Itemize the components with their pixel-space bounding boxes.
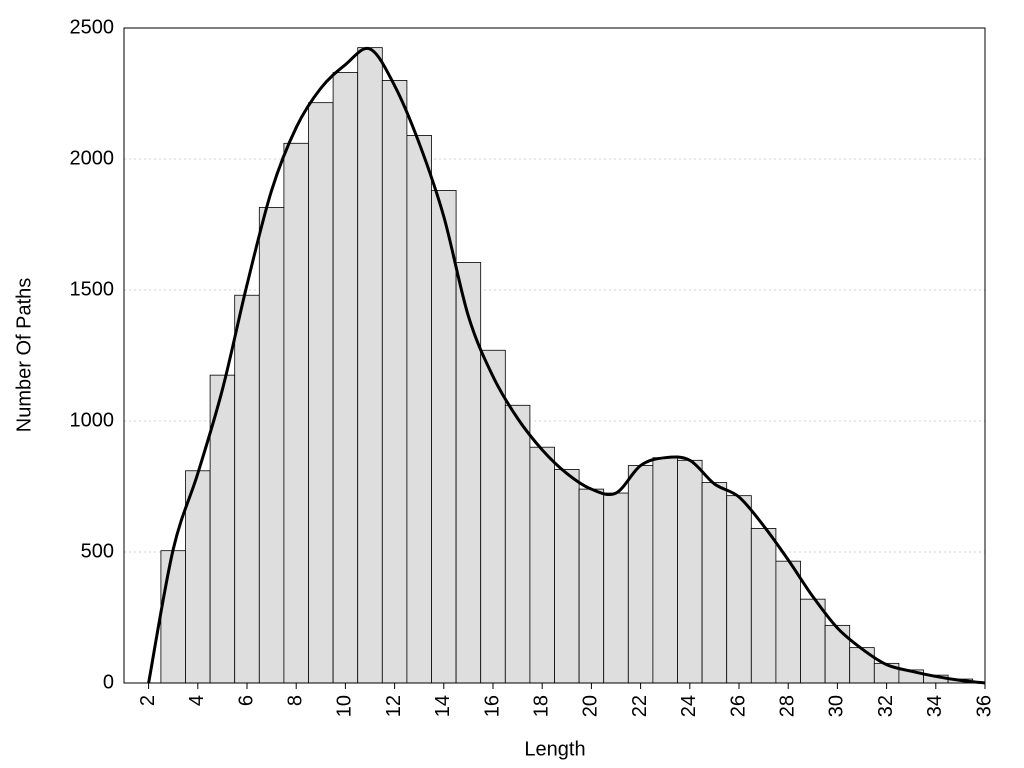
x-tick-label: 12	[383, 695, 405, 717]
y-tick-label: 1500	[70, 278, 115, 300]
x-tick-label: 20	[580, 695, 602, 717]
x-tick-label: 4	[186, 695, 208, 706]
x-tick-label: 2	[137, 695, 159, 706]
x-tick-label: 26	[727, 695, 749, 717]
curve	[147, 46, 986, 685]
y-axis-label: Number Of Paths	[13, 278, 35, 433]
x-tick-label: 30	[826, 695, 848, 717]
y-tick-label: 2000	[70, 147, 115, 169]
bar	[431, 190, 457, 684]
bar	[627, 465, 654, 684]
bar	[332, 72, 359, 684]
bar	[603, 492, 629, 684]
bar	[775, 560, 801, 684]
bar	[406, 135, 432, 684]
bar	[554, 469, 580, 684]
x-tick-label: 24	[678, 695, 700, 717]
bar	[480, 349, 506, 684]
bar	[529, 446, 555, 684]
x-tick-label: 10	[334, 695, 356, 717]
bar	[160, 550, 186, 684]
bar	[209, 374, 236, 684]
x-axis-label: Length	[524, 738, 585, 760]
bar	[381, 80, 408, 684]
x-tick-label: 34	[924, 695, 946, 717]
bar	[800, 598, 826, 684]
x-tick-label: 36	[973, 695, 995, 717]
bar	[701, 482, 728, 684]
bar	[652, 457, 678, 684]
bar	[234, 294, 260, 684]
bar	[185, 470, 211, 684]
bar	[357, 47, 383, 684]
bar	[849, 647, 875, 684]
y-tick-label: 1000	[70, 409, 115, 431]
x-tick-label: 32	[875, 695, 897, 717]
x-tick-label: 28	[776, 695, 798, 717]
x-tick-label: 14	[432, 695, 454, 717]
bar	[308, 102, 334, 684]
bar	[283, 142, 309, 684]
y-tick-label: 0	[103, 671, 114, 693]
y-tick-label: 500	[81, 540, 114, 562]
bar	[750, 528, 777, 684]
bar	[455, 262, 482, 684]
bar	[504, 404, 531, 684]
bar	[258, 207, 285, 684]
bar	[578, 488, 605, 684]
x-tick-label: 8	[284, 695, 306, 706]
bar	[824, 624, 851, 684]
plot-frame	[123, 27, 986, 684]
y-tick-label: 2500	[70, 16, 115, 38]
x-tick-label: 22	[629, 695, 651, 717]
x-tick-label: 16	[481, 695, 503, 717]
bar	[726, 495, 752, 684]
x-tick-label: 18	[530, 695, 552, 717]
bar	[677, 459, 703, 684]
x-tick-label: 6	[235, 695, 257, 706]
